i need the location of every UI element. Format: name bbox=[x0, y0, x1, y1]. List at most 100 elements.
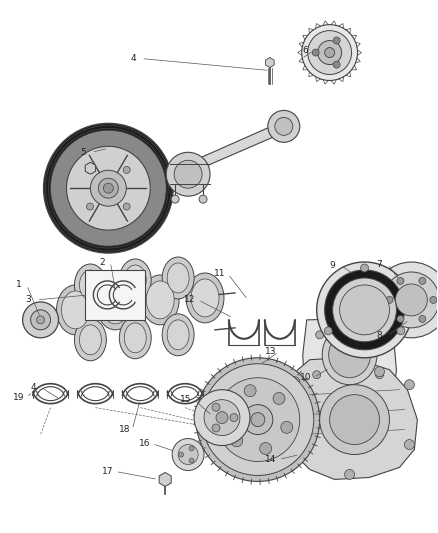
Text: 7: 7 bbox=[377, 260, 382, 269]
Circle shape bbox=[325, 270, 404, 350]
Circle shape bbox=[85, 163, 95, 173]
Ellipse shape bbox=[191, 279, 219, 317]
Circle shape bbox=[318, 41, 342, 64]
Circle shape bbox=[212, 403, 220, 411]
Circle shape bbox=[37, 316, 45, 324]
Circle shape bbox=[90, 170, 126, 206]
Ellipse shape bbox=[119, 259, 151, 301]
Circle shape bbox=[320, 385, 389, 455]
Ellipse shape bbox=[146, 281, 174, 319]
Circle shape bbox=[251, 413, 265, 426]
Circle shape bbox=[244, 385, 256, 397]
Circle shape bbox=[397, 316, 404, 322]
Ellipse shape bbox=[167, 320, 189, 350]
Circle shape bbox=[216, 411, 228, 424]
Circle shape bbox=[430, 296, 437, 303]
Polygon shape bbox=[265, 58, 274, 68]
Circle shape bbox=[123, 203, 130, 210]
Circle shape bbox=[231, 435, 243, 447]
Ellipse shape bbox=[79, 325, 101, 355]
Circle shape bbox=[171, 195, 179, 203]
Text: 11: 11 bbox=[214, 270, 226, 278]
Text: 14: 14 bbox=[265, 455, 276, 464]
Polygon shape bbox=[159, 472, 171, 487]
Text: 6: 6 bbox=[303, 46, 309, 55]
Circle shape bbox=[50, 131, 166, 246]
Circle shape bbox=[67, 147, 150, 230]
Circle shape bbox=[99, 178, 118, 198]
Text: 2: 2 bbox=[99, 257, 105, 266]
Polygon shape bbox=[185, 120, 285, 175]
Circle shape bbox=[273, 392, 285, 405]
Text: 12: 12 bbox=[184, 295, 196, 304]
Ellipse shape bbox=[186, 273, 224, 323]
Circle shape bbox=[174, 160, 202, 188]
Circle shape bbox=[333, 37, 340, 44]
Circle shape bbox=[43, 123, 173, 253]
Circle shape bbox=[275, 117, 293, 135]
Ellipse shape bbox=[61, 291, 89, 329]
Circle shape bbox=[308, 30, 352, 75]
Ellipse shape bbox=[119, 317, 151, 359]
Text: 4: 4 bbox=[31, 383, 36, 392]
Text: 13: 13 bbox=[265, 348, 276, 356]
Text: 3: 3 bbox=[26, 295, 32, 304]
Circle shape bbox=[302, 25, 357, 80]
Ellipse shape bbox=[101, 286, 129, 324]
Circle shape bbox=[230, 414, 238, 422]
Circle shape bbox=[178, 445, 198, 464]
Text: 5: 5 bbox=[81, 148, 86, 157]
Text: 10: 10 bbox=[300, 373, 311, 382]
Text: 19: 19 bbox=[13, 393, 25, 402]
Circle shape bbox=[339, 285, 389, 335]
Circle shape bbox=[325, 47, 335, 58]
Circle shape bbox=[375, 371, 384, 379]
Text: 15: 15 bbox=[180, 395, 192, 404]
Circle shape bbox=[386, 296, 393, 303]
Circle shape bbox=[103, 183, 113, 193]
Ellipse shape bbox=[322, 325, 377, 385]
Circle shape bbox=[333, 61, 340, 68]
Ellipse shape bbox=[96, 280, 134, 330]
Ellipse shape bbox=[74, 319, 106, 361]
Text: 4: 4 bbox=[131, 54, 136, 63]
Circle shape bbox=[223, 406, 235, 418]
Circle shape bbox=[216, 378, 300, 462]
Circle shape bbox=[196, 358, 320, 481]
Ellipse shape bbox=[162, 257, 194, 299]
Ellipse shape bbox=[124, 265, 146, 295]
Ellipse shape bbox=[57, 285, 95, 335]
Text: 1: 1 bbox=[16, 280, 21, 289]
Circle shape bbox=[281, 422, 293, 433]
Circle shape bbox=[404, 379, 414, 390]
Circle shape bbox=[172, 439, 204, 471]
Text: 17: 17 bbox=[102, 467, 113, 476]
Ellipse shape bbox=[162, 314, 194, 356]
Circle shape bbox=[166, 152, 210, 196]
Circle shape bbox=[404, 440, 414, 449]
Ellipse shape bbox=[79, 270, 101, 300]
Text: 16: 16 bbox=[138, 439, 150, 448]
Ellipse shape bbox=[141, 275, 179, 325]
Circle shape bbox=[396, 284, 427, 316]
Circle shape bbox=[332, 278, 396, 342]
Circle shape bbox=[419, 316, 426, 322]
Circle shape bbox=[194, 390, 250, 446]
Circle shape bbox=[31, 310, 50, 330]
Text: 8: 8 bbox=[377, 332, 382, 340]
Circle shape bbox=[199, 195, 207, 203]
Circle shape bbox=[316, 331, 324, 339]
Ellipse shape bbox=[124, 323, 146, 353]
Ellipse shape bbox=[328, 332, 371, 378]
Circle shape bbox=[374, 262, 438, 338]
Polygon shape bbox=[282, 358, 417, 480]
Circle shape bbox=[179, 452, 184, 457]
Circle shape bbox=[87, 203, 94, 210]
Polygon shape bbox=[303, 318, 396, 390]
Circle shape bbox=[204, 400, 240, 435]
Circle shape bbox=[397, 277, 404, 285]
Circle shape bbox=[268, 110, 300, 142]
Circle shape bbox=[378, 328, 386, 336]
Ellipse shape bbox=[74, 264, 106, 306]
Circle shape bbox=[384, 272, 438, 328]
